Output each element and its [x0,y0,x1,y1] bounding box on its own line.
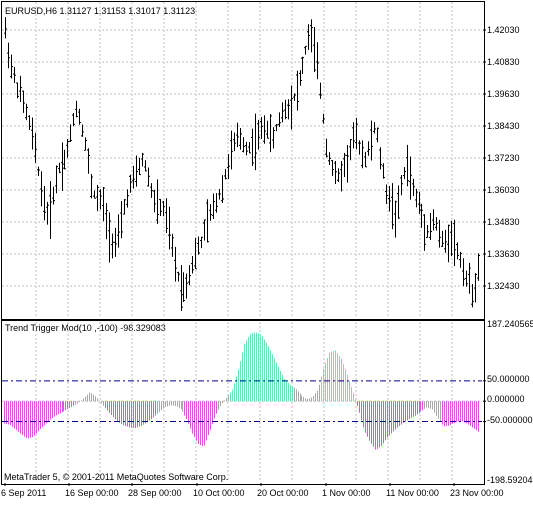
price-label: 1.38430 [487,121,520,131]
price-label: 1.37230 [487,153,520,163]
price-label: 1.33630 [487,249,520,259]
copyright-text: MetaTrader 5, © 2001-2011 MetaQuotes Sof… [4,472,229,482]
date-label: 11 Nov 00:00 [386,488,439,498]
price-label: 1.40830 [487,57,520,67]
price-label: 1.32430 [487,281,520,291]
date-label: 16 Sep 00:00 [65,488,119,498]
indicator-scale-label: 0.000000 [487,394,525,404]
date-label: 6 Sep 2011 [1,488,47,498]
date-label: 10 Oct 00:00 [193,488,245,498]
indicator-scale-label: -50.000000 [487,415,533,425]
indicator-scale-label: -198.59204 [487,475,533,485]
date-label: 28 Sep 00:00 [128,488,182,498]
indicator-scale-label: 50.000000 [487,374,530,384]
price-label: 1.42030 [487,25,520,35]
date-label: 23 Nov 00:00 [450,488,504,498]
price-label: 1.36030 [487,185,520,195]
price-chart-pane[interactable] [1,1,485,320]
date-label: 1 Nov 00:00 [322,488,371,498]
indicator-pane[interactable] [1,320,485,485]
date-label: 20 Oct 00:00 [257,488,309,498]
indicator-title: Trend Trigger Mod(10 ,-100) -98.329083 [5,323,166,333]
price-label: 1.39630 [487,89,520,99]
indicator-scale-label: 187.240565 [487,319,533,329]
price-label: 1.34830 [487,217,520,227]
